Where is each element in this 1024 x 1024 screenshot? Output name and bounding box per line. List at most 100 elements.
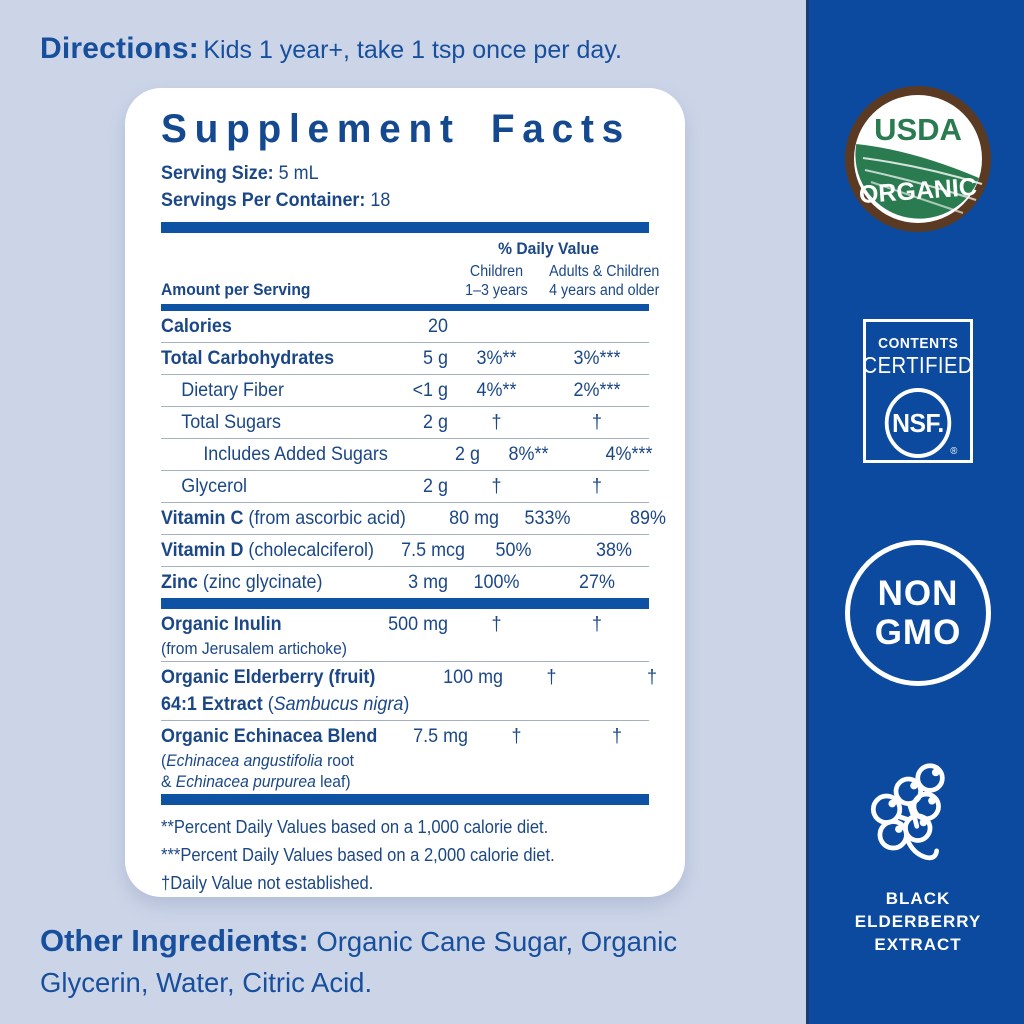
facts-row: Includes Added Sugars 2 g 8%** 4%*** — [161, 439, 652, 471]
facts-row: Vitamin C (from ascorbic acid) 80 mg 533% 8… — [161, 503, 666, 535]
nutrient-label: Vitamin D (cholecalciferol) — [161, 539, 375, 561]
non-gmo-line2: GMO — [874, 613, 962, 652]
amount-cell: 2 g — [423, 475, 448, 497]
facts-row: Total Carbohydrates 5 g 3%** 3%*** — [161, 343, 649, 375]
adults-dv-cell: 89% — [630, 507, 667, 529]
adults-dv-cell: 38% — [595, 539, 632, 561]
amount-cell: 2 g — [454, 443, 480, 465]
nutrient-label: Glycerol — [181, 475, 248, 497]
other-ingredients-label: Other Ingredients: — [40, 923, 309, 958]
amount-cell: <1 g — [412, 379, 448, 401]
children-dv-cell: † — [511, 725, 522, 747]
facts-row: Zinc (zinc glycinate) 3 mg 100% 27% — [161, 567, 649, 598]
other-ingredients-text: Organic Cane Sugar, Organic Glycerin, Wa… — [40, 926, 678, 998]
nutrient-label: Calories — [161, 315, 232, 337]
adults-dv-cell: 3%*** — [573, 347, 621, 369]
non-gmo-badge: NON GMO — [845, 540, 991, 686]
amount-cell: 2 g — [423, 411, 448, 433]
children-column-header: Children 1–3 years — [465, 263, 528, 299]
children-dv-cell: 100% — [473, 571, 520, 593]
elderberry-cluster-icon — [871, 763, 945, 861]
section-divider-bar — [161, 598, 649, 609]
supplement-facts-title: Supplement Facts — [161, 107, 631, 151]
facts-header: Amount per Serving % Daily Value Childre… — [161, 238, 660, 300]
children-dv-cell: † — [491, 613, 502, 635]
nsf-certified-label: CERTIFIED — [862, 352, 974, 378]
facts-row: Vitamin D (cholecalciferol) 7.5 mcg 50% 38% — [161, 535, 649, 567]
footnote-1000-calorie: **Percent Daily Values based on a 1,000 … — [161, 817, 549, 837]
serving-size-label: Serving Size: — [161, 162, 274, 184]
elderberry-badge-text: BLACK ELDERBERRY EXTRACT — [854, 889, 982, 954]
nutrient-label: Includes Added Sugars — [203, 443, 388, 465]
nsf-certified-badge: CONTENTS CERTIFIED NSF. ® — [863, 319, 973, 463]
children-dv-cell: 533% — [524, 507, 571, 529]
adults-dv-cell: † — [612, 725, 623, 747]
amount-per-serving-header: Amount per Serving — [161, 280, 311, 299]
adults-dv-cell: 2%*** — [573, 379, 621, 401]
amount-cell: 7.5 mcg — [400, 539, 465, 561]
footnote-2000-calorie: ***Percent Daily Values based on a 2,000… — [161, 845, 555, 865]
amount-cell: 100 mg — [443, 666, 503, 688]
adults-dv-cell: † — [591, 411, 602, 433]
nsf-logo-icon: NSF. ® — [884, 388, 957, 458]
right-badge-band: USDA ORGANIC CONTENTS CERTIFIED NSF. ® N… — [806, 0, 1024, 1024]
nutrient-label: Zinc (zinc glycinate) — [161, 571, 323, 593]
children-dv-cell: 4%** — [476, 379, 517, 401]
usda-seal-text: USDA — [874, 112, 962, 147]
amount-cell: 20 — [428, 315, 448, 337]
servings-label: Servings Per Container: — [161, 189, 366, 211]
supplement-facts-panel: Supplement Facts Serving Size: 5 mL Serv… — [125, 88, 685, 897]
amount-cell: 7.5 mg — [413, 725, 469, 747]
directions-text: Kids 1 year+, take 1 tsp once per day. — [203, 36, 622, 64]
usda-organic-seal-icon: USDA ORGANIC — [843, 84, 993, 239]
facts-row: Organic Inulin (from Jerusalem artichoke)… — [161, 609, 649, 662]
facts-row: Calories 20 — [161, 311, 649, 343]
facts-row: Glycerol 2 g † † — [161, 471, 649, 503]
facts-row: Organic Elderberry (fruit) 64:1 Extract (… — [161, 662, 657, 721]
children-dv-cell: 3%** — [476, 347, 517, 369]
nutrient-label: Organic Inulin (from Jerusalem artichoke) — [161, 613, 347, 658]
children-dv-cell: 8%** — [508, 443, 549, 465]
facts-rows: Calories 20 Total Carbohydrates 5 g 3%** 3%**… — [161, 311, 666, 805]
serving-size-value: 5 mL — [278, 162, 319, 184]
adults-dv-cell: † — [591, 613, 602, 635]
section-divider-bar — [161, 794, 649, 805]
top-divider-bar — [161, 222, 649, 233]
adults-dv-cell: 4%*** — [605, 443, 652, 465]
adults-dv-cell: † — [591, 475, 602, 497]
nutrient-label: Organic Echinacea Blend (Echinacea angust… — [161, 725, 378, 791]
children-dv-cell: † — [491, 475, 502, 497]
amount-cell: 500 mg — [388, 613, 448, 635]
facts-row: Organic Echinacea Blend (Echinacea angust… — [161, 721, 649, 794]
servings-per-container-line: Servings Per Container: 18 — [161, 187, 610, 214]
adults-dv-cell: † — [646, 666, 657, 688]
directions-line: Directions: Kids 1 year+, take 1 tsp onc… — [40, 32, 622, 66]
adults-column-header: Adults & Children 4 years and older — [549, 263, 660, 299]
footnotes: **Percent Daily Values based on a 1,000 … — [161, 813, 649, 897]
facts-row: Dietary Fiber <1 g 4%** 2%*** — [161, 375, 649, 407]
black-elderberry-extract-badge: BLACK ELDERBERRY EXTRACT — [855, 760, 982, 956]
amount-cell: 80 mg — [449, 507, 500, 529]
nutrient-label: Organic Elderberry (fruit) 64:1 Extract (… — [161, 666, 410, 715]
other-ingredients-line: Other Ingredients: Organic Cane Sugar, O… — [40, 920, 790, 1003]
non-gmo-line1: NON — [877, 574, 959, 613]
servings-value: 18 — [370, 189, 391, 211]
children-dv-cell: † — [546, 666, 557, 688]
adults-dv-cell: 27% — [579, 571, 615, 593]
amount-cell: 5 g — [423, 347, 448, 369]
header-divider-bar — [161, 304, 649, 311]
nsf-contents-label: CONTENTS — [877, 336, 959, 352]
footnote-daily-value: †Daily Value not established. — [161, 873, 374, 893]
children-dv-cell: 50% — [495, 539, 532, 561]
nsf-registered-mark: ® — [950, 446, 957, 457]
children-dv-cell: † — [491, 411, 502, 433]
nutrient-label: Vitamin C (from ascorbic acid) — [161, 507, 406, 529]
serving-size-line: Serving Size: 5 mL — [161, 160, 610, 187]
directions-label: Directions: — [40, 32, 199, 65]
facts-row: Total Sugars 2 g † † — [161, 407, 649, 439]
nutrient-label: Total Sugars — [181, 411, 281, 433]
daily-value-header: % Daily Value — [498, 239, 599, 258]
nutrient-label: Total Carbohydrates — [161, 347, 335, 369]
nutrient-label: Dietary Fiber — [181, 379, 284, 401]
amount-cell: 3 mg — [408, 571, 448, 593]
